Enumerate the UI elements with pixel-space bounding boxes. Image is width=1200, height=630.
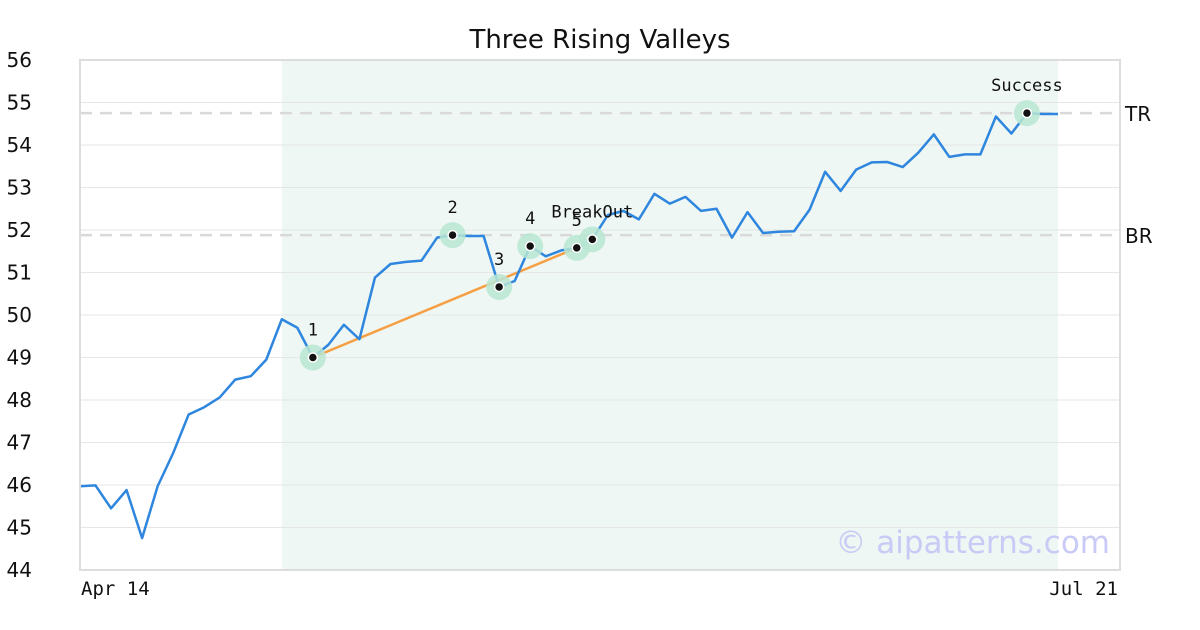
point-marker — [1021, 107, 1033, 119]
y-tick-label: 56 — [7, 48, 32, 72]
y-tick-label: 50 — [7, 303, 32, 327]
level-label: BR — [1125, 224, 1153, 248]
plot-frame — [79, 59, 1121, 571]
y-axis-ticks: 44 45 46 47 48 49 50 51 52 53 54 55 56 — [7, 48, 32, 582]
watermark: © aipatterns.com — [835, 525, 1110, 561]
y-tick-label: 54 — [7, 133, 32, 157]
y-tick-label: 55 — [7, 91, 32, 115]
y-tick-label: 49 — [7, 346, 32, 370]
point-marker — [571, 242, 583, 254]
point-marker — [587, 234, 598, 245]
valley-trendline — [312, 246, 578, 359]
point-label: 5 — [572, 211, 582, 231]
x-axis-ticks: Apr 14 Jul 21 — [81, 578, 1118, 600]
point-marker — [447, 229, 458, 241]
x-tick-label: Jul 21 — [1049, 578, 1118, 600]
point-label: 3 — [494, 250, 504, 270]
y-tick-label: 46 — [7, 473, 32, 497]
y-tick-label: 53 — [7, 176, 32, 200]
point-marker — [307, 352, 319, 363]
y-tick-label: 45 — [7, 516, 32, 540]
y-tick-label: 51 — [7, 261, 32, 285]
point-label: 2 — [447, 198, 457, 218]
grid-lines — [80, 59, 1120, 571]
y-tick-label: 52 — [7, 218, 32, 242]
point-label: 1 — [308, 321, 318, 341]
point-label: BreakOut — [551, 202, 633, 222]
level-label: TR — [1124, 102, 1151, 126]
point-marker — [493, 281, 505, 293]
chart-title: Three Rising Valleys — [468, 25, 730, 55]
y-tick-label: 44 — [7, 558, 32, 582]
y-tick-label: 48 — [7, 388, 32, 412]
point-marker — [524, 240, 536, 252]
x-tick-label: Apr 14 — [81, 578, 150, 600]
y-tick-label: 47 — [7, 431, 32, 455]
point-label: 4 — [525, 209, 535, 229]
point-label: Success — [991, 76, 1063, 96]
